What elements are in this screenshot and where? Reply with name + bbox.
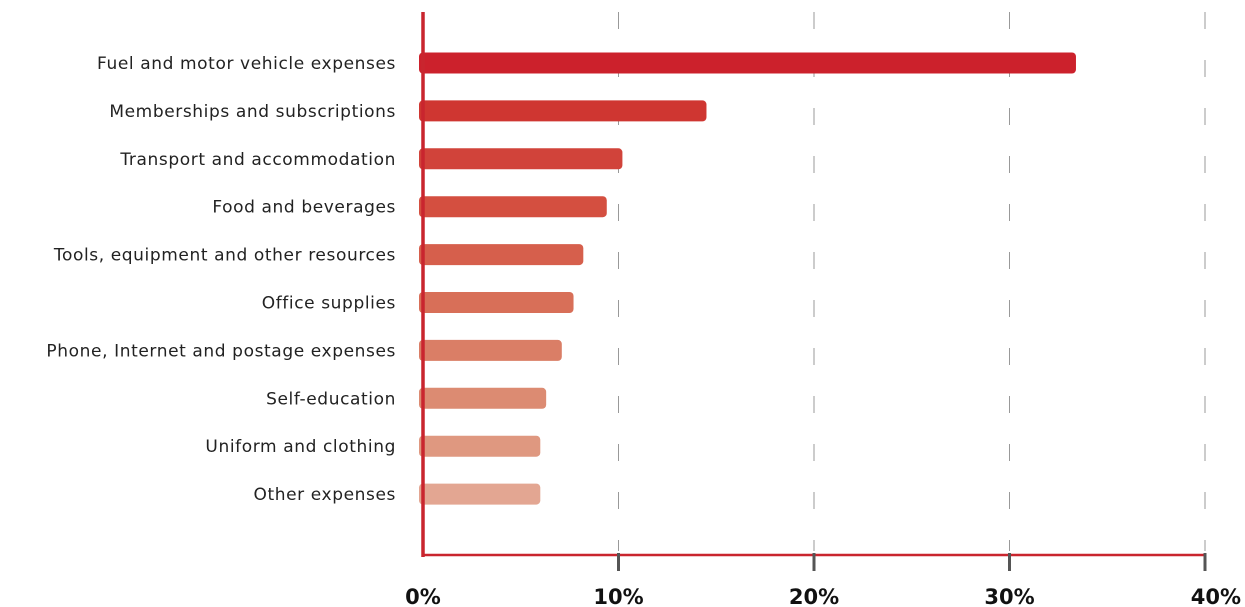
x-tick-label: 0% — [405, 585, 441, 607]
bar-7 — [419, 339, 562, 361]
category-label: Transport and accommodation — [119, 150, 396, 170]
category-label: Self-education — [266, 389, 396, 409]
x-tick-label: 10% — [593, 585, 643, 607]
bar-4 — [419, 196, 607, 218]
bar-5 — [419, 244, 584, 266]
category-label: Fuel and motor vehicle expenses — [97, 54, 396, 74]
bar-3 — [419, 148, 623, 170]
bar-2 — [419, 100, 707, 122]
bar-8 — [419, 387, 547, 409]
x-tick-labels: 0% 10% 20% 30% 40% — [405, 585, 1241, 607]
category-label: Tools, equipment and other resources — [53, 246, 396, 266]
grid-lines — [618, 12, 1206, 551]
category-label: Memberships and subscriptions — [109, 102, 396, 122]
bars — [419, 52, 1076, 505]
category-label: Uniform and clothing — [205, 437, 396, 457]
category-labels: Fuel and motor vehicle expenses Membershi… — [46, 54, 397, 505]
axes — [421, 12, 1207, 571]
bar-9 — [419, 435, 541, 457]
bar-10 — [419, 483, 541, 505]
category-label: Office supplies — [262, 294, 396, 314]
category-label: Food and beverages — [212, 198, 396, 218]
bar-1 — [419, 52, 1076, 74]
x-tick-label: 40% — [1191, 585, 1241, 607]
category-label: Phone, Internet and postage expenses — [46, 341, 396, 361]
bar-6 — [419, 292, 574, 313]
x-tick-label: 20% — [789, 585, 839, 607]
category-label: Other expenses — [254, 485, 397, 505]
x-tick-label: 30% — [984, 585, 1034, 607]
